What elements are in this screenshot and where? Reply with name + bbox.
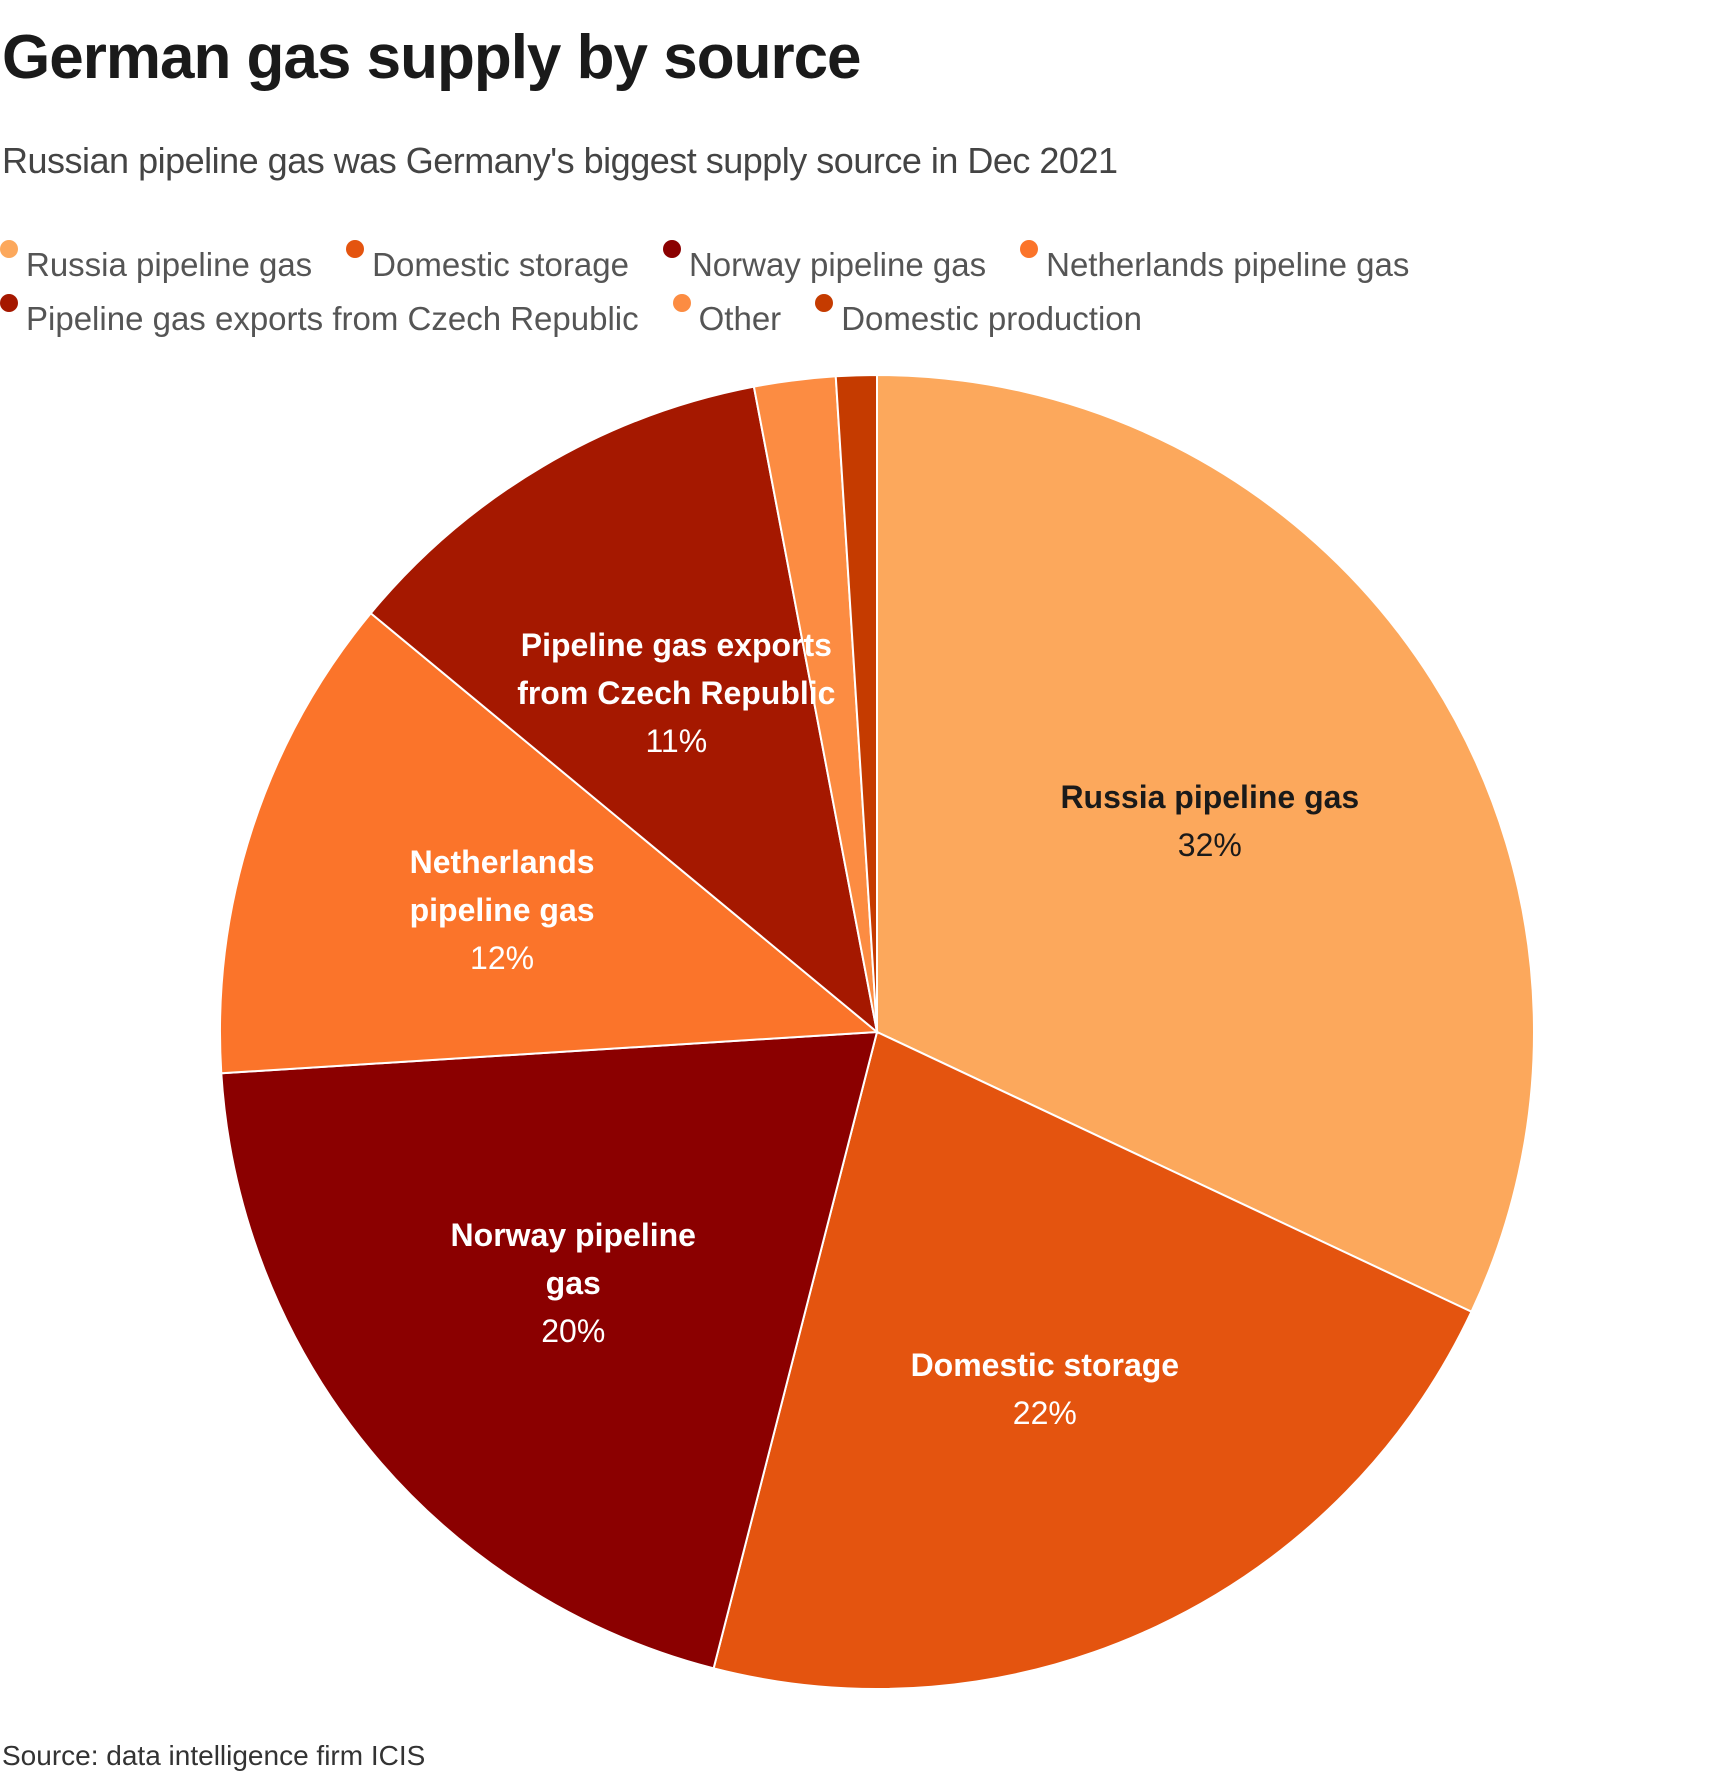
pie-slice-russia-pipeline-gas	[876, 373, 1535, 1314]
slice-label-name: Norway pipeline gas	[450, 1217, 696, 1302]
legend-label: Netherlands pipeline gas	[1046, 246, 1410, 283]
legend: Russia pipeline gas Domestic storage Norwa…	[0, 238, 1600, 346]
legend-swatch	[1020, 240, 1039, 258]
chart-subtitle: Russian pipeline gas was Germany's bigge…	[2, 140, 1118, 181]
slice-label: Netherlands pipeline gas 12%	[347, 838, 657, 982]
legend-swatch	[0, 240, 18, 258]
slice-label-value: 32%	[1177, 826, 1242, 863]
legend-label: Domestic production	[841, 300, 1142, 337]
legend-swatch	[346, 240, 365, 258]
pie-slice-norway-pipeline-gas	[220, 1030, 879, 1670]
legend-item: Russia pipeline gas	[0, 240, 313, 284]
legend-item: Other	[672, 294, 782, 338]
slice-label-name: Domestic storage	[910, 1346, 1180, 1383]
slice-label-value: 12%	[470, 940, 535, 977]
pie-slice-pipeline-gas-exports-from-czech-republic	[369, 385, 879, 1035]
slice-label: Norway pipeline gas 20%	[433, 1211, 713, 1355]
slice-label-name: Netherlands pipeline gas	[409, 844, 595, 929]
legend-item: Domestic storage	[346, 240, 629, 284]
slice-label-value: 11%	[645, 722, 708, 759]
pie-slice-domestic-production	[834, 373, 878, 1033]
slice-label-name: Pipeline gas exports from Czech Republic	[517, 626, 836, 711]
legend-row: Russia pipeline gas Domestic storage Norwa…	[0, 238, 1600, 292]
legend-swatch	[815, 294, 834, 312]
source-note: Source: data intelligence firm ICIS	[2, 1740, 426, 1771]
pie-slice-netherlands-pipeline-gas	[218, 611, 880, 1075]
legend-label: Pipeline gas exports from Czech Republic	[26, 300, 639, 337]
legend-row: Pipeline gas exports from Czech Republic…	[0, 292, 1600, 346]
legend-swatch	[0, 294, 18, 312]
legend-label: Domestic storage	[372, 246, 629, 283]
legend-item: Netherlands pipeline gas	[1020, 240, 1410, 284]
pie-slice-domestic-storage	[712, 1030, 1473, 1690]
slice-label-value: 20%	[541, 1313, 606, 1350]
legend-item: Pipeline gas exports from Czech Republic	[0, 294, 639, 338]
slice-label: Pipeline gas exports from Czech Republic…	[516, 621, 836, 765]
slice-label-name: Russia pipeline gas	[1060, 778, 1360, 815]
legend-swatch	[672, 294, 691, 312]
slice-label: Russia pipeline gas 32%	[1030, 773, 1390, 869]
slice-label-value: 22%	[1012, 1394, 1077, 1431]
legend-label: Norway pipeline gas	[688, 246, 987, 283]
legend-label: Russia pipeline gas	[26, 246, 313, 283]
legend-item: Domestic production	[815, 294, 1142, 338]
legend-item: Norway pipeline gas	[662, 240, 987, 284]
chart-title: German gas supply by source	[2, 23, 862, 92]
slice-label: Domestic storage 22%	[890, 1341, 1200, 1437]
legend-swatch	[662, 240, 681, 258]
legend-label: Other	[698, 300, 782, 337]
